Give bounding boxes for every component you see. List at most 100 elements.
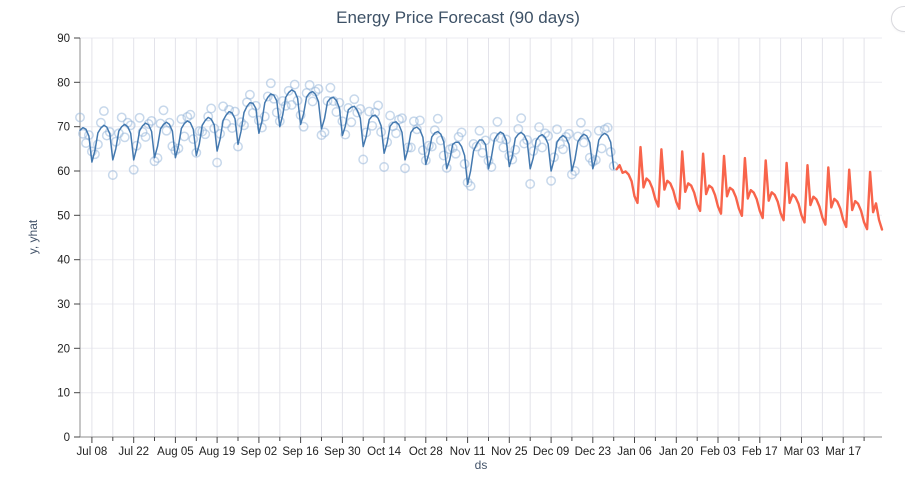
scatter-point-y <box>578 137 589 148</box>
x-tick-label: Sep 16 <box>282 446 318 458</box>
scatter-point-y <box>596 143 607 154</box>
x-tick-label: Jan 06 <box>617 446 652 458</box>
scatter-point-y <box>265 78 276 89</box>
scatter-point-y <box>534 122 545 133</box>
scatter-point-y <box>307 96 318 107</box>
scatter-point-y <box>236 117 246 128</box>
scatter-point-y <box>364 106 375 117</box>
scatter-point-y <box>510 144 521 155</box>
scatter-point-y <box>140 131 151 142</box>
scatter-point-y <box>468 139 479 149</box>
scatter-point-y <box>432 113 443 124</box>
y-tick-label: 40 <box>57 255 70 267</box>
x-tick-label: Jul 22 <box>118 446 149 458</box>
scatter-point-y <box>239 120 249 131</box>
scatter-point-y <box>471 141 482 152</box>
scatter-point-y <box>516 113 527 124</box>
scatter-point-y <box>405 142 416 153</box>
x-tick-label: Dec 09 <box>533 446 569 458</box>
scatter-point-y <box>358 154 369 165</box>
forecast-line-yhat <box>615 145 884 231</box>
scatter-point-y <box>286 99 297 110</box>
scatter-point-y <box>531 137 542 148</box>
scatter-point-y <box>400 163 410 174</box>
scatter-point-y <box>426 141 437 152</box>
scatter-point-y <box>456 127 467 138</box>
scatter-point-y <box>244 89 255 100</box>
y-tick-label: 50 <box>57 210 70 222</box>
scatter-point-y <box>546 175 557 186</box>
scatter-point-y <box>331 107 342 117</box>
x-axis-title: ds <box>475 458 488 472</box>
scatter-point-y <box>185 109 196 120</box>
scatter-point-y <box>602 122 613 133</box>
scatter-point-y <box>593 125 604 136</box>
scatter-point-y <box>176 114 187 125</box>
scatter-point-y <box>397 113 407 124</box>
scatter-point-y <box>414 115 425 126</box>
scatter-point-y <box>564 128 574 139</box>
x-tick-label: Oct 28 <box>409 446 443 458</box>
y-tick-label: 90 <box>57 33 70 45</box>
scatter-point-y <box>581 129 592 140</box>
chart-title: Energy Price Forecast (90 days) <box>336 8 580 27</box>
y-tick-label: 30 <box>57 299 70 311</box>
x-tick-label: Sep 02 <box>241 446 277 458</box>
scatter-point-y <box>179 131 190 142</box>
scatter-point-y <box>325 82 336 93</box>
scatter-point-y <box>191 147 202 158</box>
scatter-point-y <box>298 121 309 132</box>
y-tick-label: 70 <box>57 122 70 134</box>
x-tick-label: Mar 03 <box>784 446 820 458</box>
scatter-point-y <box>95 117 106 128</box>
scatter-point-y <box>373 100 384 111</box>
x-tick-label: Nov 11 <box>450 446 486 458</box>
y-tick-label: 80 <box>57 77 70 89</box>
y-tick-label: 60 <box>57 166 70 178</box>
scatter-point-y <box>316 130 327 141</box>
scatter-point-y <box>259 111 270 122</box>
x-tick-label: Jul 08 <box>77 446 108 458</box>
scatter-point-y <box>486 162 497 172</box>
scatter-point-y <box>537 142 548 153</box>
scatter-point-y <box>513 123 524 134</box>
y-tick-label: 10 <box>57 388 70 400</box>
scatter-point-y <box>438 150 449 161</box>
scatter-point-y <box>212 157 223 168</box>
scatter-point-y <box>304 80 315 90</box>
scatter-point-y <box>558 144 568 155</box>
x-tick-label: Dec 23 <box>575 446 611 458</box>
scatter-point-y <box>569 166 580 176</box>
scatter-point-y <box>289 79 300 90</box>
scatter-point-y <box>98 106 109 117</box>
x-tick-label: Feb 17 <box>742 446 778 458</box>
scatter-point-y <box>379 162 390 172</box>
scatter-point-y <box>346 117 357 128</box>
scatter-point-y <box>116 112 127 123</box>
chart-generated: 0 10 20 30 40 50 60 70 80 90 Jul 08 Jul 22 Aug 05 Aug… <box>57 33 884 458</box>
x-tick-label: Feb 03 <box>700 446 736 458</box>
scatter-point-y <box>385 110 396 121</box>
scatter-point-y <box>137 127 148 137</box>
x-tick-label: Nov 25 <box>491 446 527 458</box>
scatter-point-y <box>492 116 503 127</box>
scatter-point-y <box>552 124 562 135</box>
scatter-point-y <box>525 178 536 189</box>
scatter-point-y <box>319 127 330 138</box>
x-tick-label: Oct 14 <box>367 446 401 458</box>
scatter-point-y <box>161 125 172 136</box>
x-tick-label: Mar 17 <box>825 446 861 458</box>
scatter-point-y <box>128 164 139 175</box>
x-tick-label: Sep 30 <box>324 446 360 458</box>
scatter-point-y <box>146 115 157 126</box>
scatter-point-y <box>555 139 565 149</box>
scatter-point-y <box>75 112 85 123</box>
scatter-point-y <box>92 139 103 150</box>
scatter-point-y <box>134 112 145 123</box>
scatter-point-y <box>429 125 440 136</box>
x-tick-label: Jan 20 <box>659 446 694 458</box>
history-line-yhat <box>79 89 615 186</box>
scatter-point-y <box>474 125 485 136</box>
